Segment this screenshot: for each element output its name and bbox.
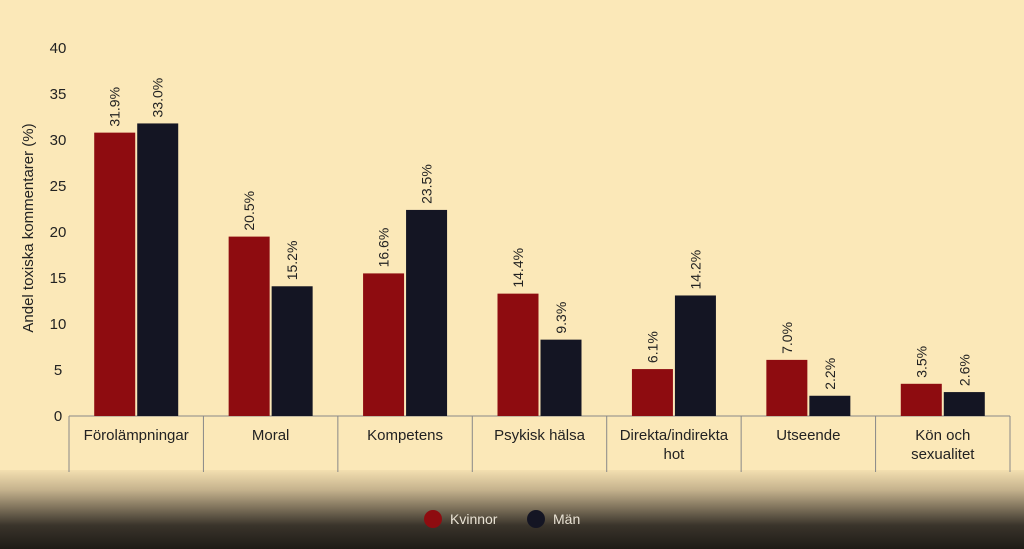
y-tick-label: 40 (50, 40, 67, 57)
legend-label: Kvinnor (450, 511, 498, 527)
data-label: 14.2% (687, 250, 703, 290)
y-axis-title: Andel toxiska kommentarer (%) (20, 123, 37, 332)
bar-man (540, 339, 582, 416)
data-label: 33.0% (150, 78, 166, 118)
data-label: 9.3% (553, 302, 569, 334)
y-tick-label: 25 (50, 178, 67, 195)
bottom-shade (0, 470, 1024, 549)
y-tick-label: 35 (50, 86, 67, 103)
category-label: Moral (252, 427, 290, 444)
category-label: Kompetens (367, 427, 443, 444)
data-label: 6.1% (644, 331, 660, 363)
category-label: Psykisk hälsa (494, 427, 586, 444)
bar-man (406, 209, 448, 416)
category-label: hot (663, 446, 685, 463)
category-label: Kön och (915, 427, 970, 444)
data-label: 31.9% (107, 87, 123, 127)
data-label: 23.5% (419, 164, 435, 204)
x-axis (68, 415, 1011, 472)
data-label: 14.4% (510, 248, 526, 288)
bar-man (809, 395, 851, 416)
bar-kvinnor (766, 359, 808, 416)
y-tick-label: 10 (50, 316, 67, 333)
data-label: 2.6% (956, 354, 972, 386)
y-tick-label: 15 (50, 270, 67, 287)
y-tick-label: 30 (50, 132, 67, 149)
bars (94, 123, 985, 416)
bar-man (674, 295, 716, 416)
bar-man (271, 286, 313, 416)
y-tick-labels: 0 5 10 15 20 25 30 35 40 (50, 40, 67, 425)
y-axis-title-group: Andel toxiska kommentarer (%) (20, 123, 37, 332)
category-labels: Förolämpningar Moral Kompetens Psykisk häls… (84, 427, 976, 463)
data-label: 3.5% (913, 346, 929, 378)
data-label: 16.6% (376, 228, 392, 268)
bar-kvinnor (94, 132, 136, 416)
y-tick-label: 5 (54, 362, 62, 379)
bar-kvinnor (228, 236, 270, 416)
bar-man (137, 123, 179, 416)
legend-swatch (527, 510, 545, 528)
y-tick-label: 20 (50, 224, 67, 241)
category-label: Förolämpningar (84, 427, 189, 444)
data-label: 7.0% (779, 322, 795, 354)
legend: Kvinnor Män (424, 510, 580, 528)
category-label: sexualitet (911, 446, 975, 463)
bar-kvinnor (900, 383, 942, 416)
bar-kvinnor (497, 293, 539, 416)
bar-man (943, 392, 985, 416)
data-labels: 31.9% 33.0% 20.5% 15.2% 16.6% 23.5% 14.4% 9.3% 6… (107, 78, 973, 390)
category-label: Utseende (776, 427, 840, 444)
legend-swatch (424, 510, 442, 528)
legend-label: Män (553, 511, 580, 527)
bar-kvinnor (631, 369, 673, 416)
y-tick-label: 0 (54, 408, 62, 425)
data-label: 15.2% (284, 241, 300, 281)
data-label: 2.2% (822, 358, 838, 390)
data-label: 20.5% (241, 191, 257, 231)
category-label: Direkta/indirekta (620, 427, 729, 444)
bar-kvinnor (363, 273, 405, 416)
